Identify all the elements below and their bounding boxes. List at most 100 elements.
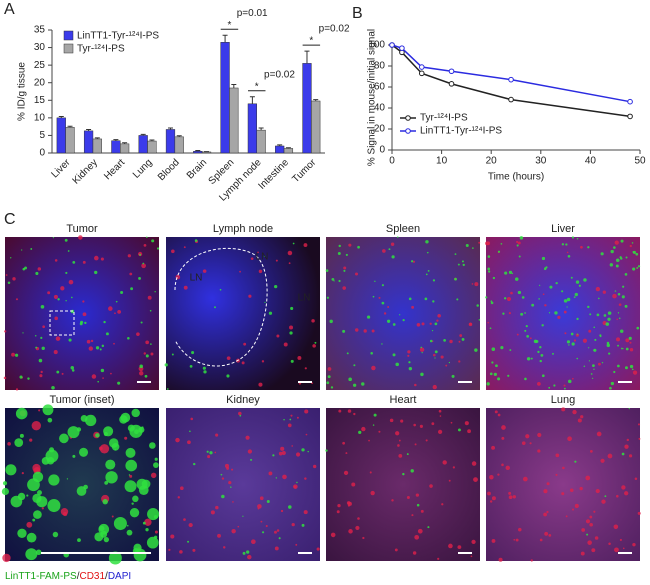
cd31-signal — [183, 285, 188, 290]
cd31-signal — [523, 476, 528, 482]
bar — [283, 148, 294, 154]
fam-signal — [103, 426, 114, 437]
cd31-signal — [29, 438, 33, 442]
cd31-signal — [187, 440, 191, 445]
fam-signal — [538, 298, 540, 300]
fam-signal — [48, 474, 60, 486]
cd31-signal — [251, 539, 256, 545]
cd31-signal — [26, 521, 33, 528]
cd31-signal — [257, 504, 262, 509]
fam-signal — [575, 280, 580, 284]
fam-signal — [17, 528, 27, 538]
cd31-signal — [508, 495, 513, 500]
fam-signal — [588, 347, 590, 349]
cd31-signal — [287, 250, 293, 256]
cd31-signal — [90, 339, 94, 343]
fam-signal — [221, 494, 225, 499]
cd31-signal — [280, 509, 284, 513]
cd31-signal — [594, 536, 599, 540]
fam-signal — [357, 245, 360, 249]
cd31-signal — [512, 495, 517, 499]
cd31-signal — [414, 443, 417, 446]
fam-signal — [622, 285, 625, 288]
fam-signal — [115, 300, 118, 303]
fam-signal — [352, 383, 357, 387]
error-bar — [67, 125, 73, 128]
cd31-signal — [54, 316, 58, 321]
fam-signal — [5, 464, 17, 476]
y-tick-label: 60 — [374, 82, 386, 93]
fam-signal — [621, 295, 625, 299]
cd31-signal — [82, 260, 86, 264]
fam-signal — [432, 300, 435, 303]
cd31-signal — [529, 442, 532, 445]
cd31-signal — [415, 493, 419, 497]
fam-signal — [307, 450, 309, 453]
fam-signal — [153, 462, 159, 468]
cd31-signal — [183, 518, 186, 521]
cd31-signal — [228, 480, 232, 485]
cd31-signal — [39, 374, 43, 378]
fam-signal — [587, 246, 590, 249]
fam-signal — [601, 361, 604, 364]
fam-signal — [154, 291, 156, 293]
cd31-signal — [591, 548, 596, 553]
y-tick-label: 80 — [374, 61, 386, 72]
cd31-signal — [632, 542, 636, 547]
fam-signal — [314, 341, 317, 344]
fam-signal — [47, 417, 53, 423]
ln-label: LN — [298, 293, 311, 304]
fam-signal — [289, 331, 293, 335]
point — [627, 98, 633, 105]
cd31-signal — [436, 319, 439, 322]
cd31-signal — [525, 434, 530, 439]
fam-signal — [145, 354, 149, 358]
fam-signal — [125, 459, 138, 472]
fam-signal — [94, 532, 104, 542]
fam-signal — [97, 380, 100, 383]
fam-signal — [131, 502, 134, 505]
cd31-signal — [247, 554, 252, 560]
fam-signal — [194, 239, 198, 242]
fam-signal — [338, 279, 341, 283]
fam-signal — [262, 531, 265, 534]
cd31-signal — [351, 482, 356, 487]
cd31-signal — [215, 505, 219, 510]
y-tick-label: 15 — [34, 95, 46, 106]
fam-signal — [567, 379, 572, 384]
legend-swatch — [63, 43, 74, 54]
fam-signal — [490, 301, 494, 305]
cd31-signal — [458, 360, 461, 363]
fam-signal — [497, 377, 501, 381]
micrograph — [5, 237, 159, 390]
cd31-signal — [394, 548, 398, 552]
cd31-signal — [537, 432, 542, 438]
cd31-signal — [343, 470, 349, 476]
cd31-signal — [61, 372, 64, 375]
cd31-signal — [261, 360, 265, 363]
bar — [193, 150, 203, 154]
fam-signal — [219, 288, 222, 291]
fam-signal — [72, 454, 76, 458]
fam-signal — [571, 342, 575, 346]
cd31-signal — [425, 439, 428, 442]
error-bar — [222, 34, 228, 43]
cd31-signal — [632, 370, 638, 375]
fam-signal — [610, 381, 615, 386]
cd31-signal — [226, 466, 230, 470]
cd31-signal — [12, 277, 16, 281]
cd31-signal — [580, 245, 583, 249]
cd31-signal — [243, 342, 247, 346]
y-tick-label: 25 — [34, 60, 46, 71]
cd31-signal — [416, 322, 421, 327]
fam-signal — [592, 364, 595, 368]
fam-signal — [288, 505, 292, 509]
fam-signal — [613, 370, 616, 374]
fam-signal — [530, 357, 533, 360]
fam-signal — [578, 284, 581, 287]
fam-signal — [153, 514, 158, 519]
fam-signal — [36, 496, 48, 508]
fam-signal — [425, 273, 428, 276]
fam-signal — [420, 372, 424, 377]
cd31-signal — [557, 315, 561, 320]
